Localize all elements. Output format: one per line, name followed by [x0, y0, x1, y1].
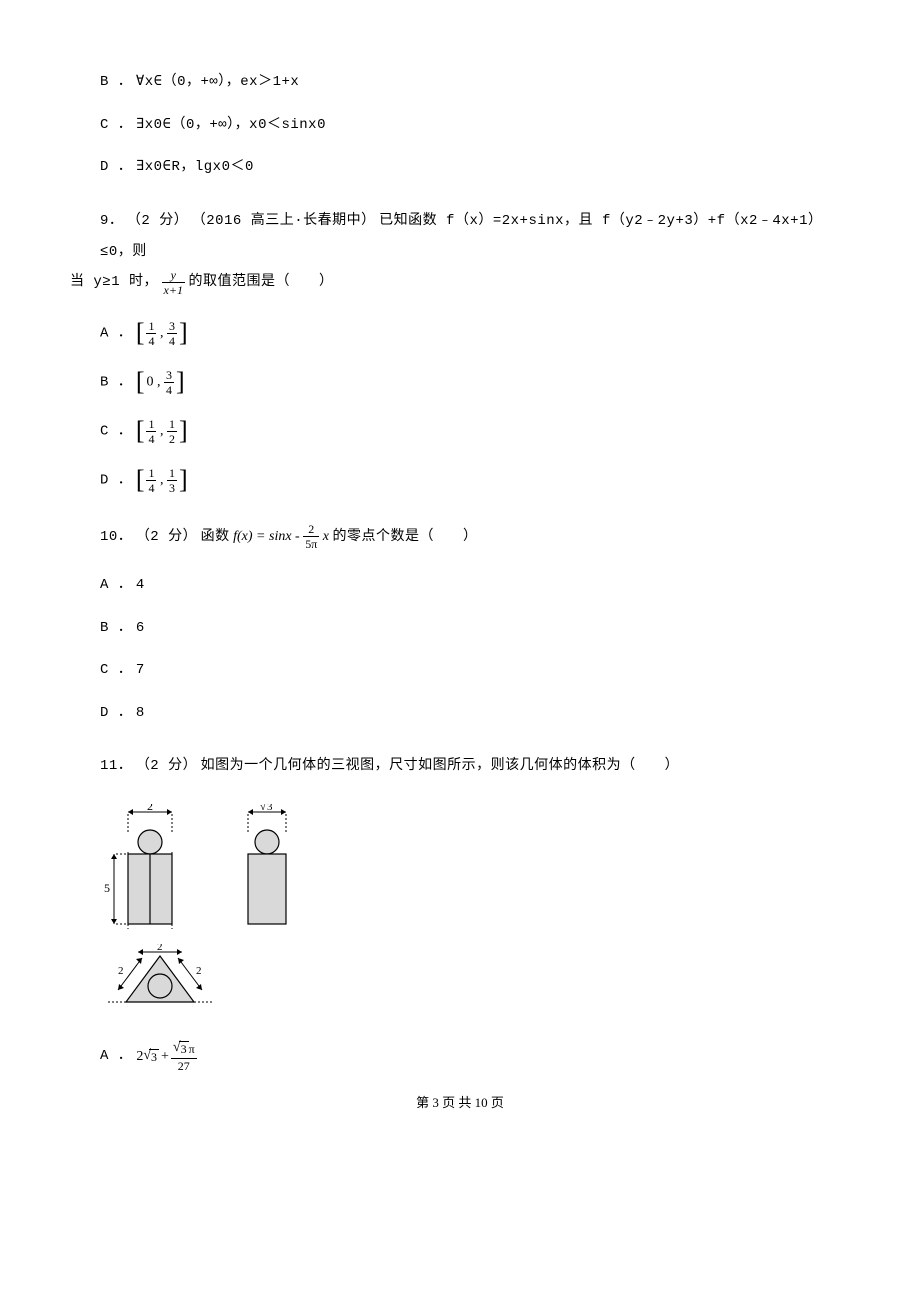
option-label: C ．: [100, 117, 132, 133]
option-text: ∃x0∈R，lgx0＜0: [136, 159, 254, 175]
option-label: D ．: [100, 705, 132, 721]
svg-text:2: 2: [147, 804, 153, 813]
three-view-figures: 2 5 √ 3: [100, 804, 850, 934]
q9-option-c: C ． [ 14 , 12 ]: [100, 418, 850, 445]
q-source: （2016 高三上·长春期中）: [192, 213, 376, 229]
q10-stem-c: 的零点个数是（ ）: [333, 529, 478, 545]
option-text: ∃x0∈（0，+∞），x0＜sinx0: [136, 117, 326, 133]
q11-option-a: A ． 2 √3 + √3 π 27: [100, 1041, 850, 1071]
q-points: （2 分）: [136, 529, 197, 545]
q10-fx: f(x) = sinx - 2 5π x: [233, 529, 332, 544]
q9-stem2b: 的取值范围是（ ）: [188, 274, 333, 290]
q9-option-d: D ． [ 14 , 13 ]: [100, 467, 850, 494]
question-10: 10． （2 分） 函数 f(x) = sinx - 2 5π x 的零点个数是…: [100, 522, 850, 553]
q9-stem-line2: 当 y≥1 时， y x+1 的取值范围是（ ）: [70, 267, 850, 298]
q8-option-b: B ． ∀x∈（0，+∞），ex＞1+x: [100, 72, 850, 93]
q9-stem2a: 当 y≥1 时，: [70, 274, 158, 290]
svg-text:3: 3: [267, 804, 273, 813]
q9-stem: 9． （2 分） （2016 高三上·长春期中） 已知函数 f（x）=2x+si…: [100, 206, 850, 268]
q8-option-c: C ． ∃x0∈（0，+∞），x0＜sinx0: [100, 115, 850, 136]
svg-text:2: 2: [118, 965, 124, 977]
option-label: B ．: [100, 74, 132, 90]
q10-option-a: A ． 4: [100, 575, 850, 596]
option-value: 6: [136, 620, 145, 636]
option-text: ∀x∈（0，+∞），ex＞1+x: [136, 74, 299, 90]
option-value: 7: [136, 662, 145, 678]
option-value: 4: [136, 577, 145, 593]
q9-option-a: A ． [ 14 , 34 ]: [100, 320, 850, 347]
q-points: （2 分）: [127, 213, 188, 229]
interval: [ 14 , 13 ]: [136, 467, 188, 494]
interval: [ 14 , 12 ]: [136, 418, 188, 445]
side-view: √ 3: [230, 804, 310, 934]
q9-fraction: y x+1: [162, 269, 185, 296]
option-label: D ．: [100, 473, 132, 489]
question-9: 9． （2 分） （2016 高三上·长春期中） 已知函数 f（x）=2x+si…: [70, 206, 850, 298]
option-label: B ．: [100, 375, 132, 391]
q10-option-c: C ． 7: [100, 660, 850, 681]
interval: [ 0 , 34 ]: [136, 369, 185, 396]
option-value: 8: [136, 705, 145, 721]
q10-option-d: D ． 8: [100, 703, 850, 724]
option-label: A ．: [100, 1047, 132, 1067]
svg-text:2: 2: [157, 944, 163, 953]
q-points: （2 分）: [136, 758, 197, 774]
option-label: C ．: [100, 662, 132, 678]
front-view: 2 5: [100, 804, 190, 934]
q9-option-b: B ． [ 0 , 34 ]: [100, 369, 850, 396]
option-label: A ．: [100, 577, 132, 593]
q-number: 11．: [100, 758, 132, 774]
svg-text:√: √: [260, 804, 267, 813]
q11-a-expr: 2 √3 + √3 π 27: [136, 1041, 196, 1071]
top-view: 2 2 2: [100, 944, 850, 1019]
option-label: A ．: [100, 326, 132, 342]
interval: [ 14 , 34 ]: [136, 320, 188, 347]
option-label: D ．: [100, 159, 132, 175]
q10-option-b: B ． 6: [100, 618, 850, 639]
q-number: 10．: [100, 529, 132, 545]
q-number: 9．: [100, 213, 123, 229]
option-label: C ．: [100, 424, 132, 440]
q11-stem: 如图为一个几何体的三视图，尺寸如图所示，则该几何体的体积为（ ）: [201, 758, 680, 774]
q10-stem-a: 函数: [201, 529, 230, 545]
question-11: 11． （2 分） 如图为一个几何体的三视图，尺寸如图所示，则该几何体的体积为（…: [100, 751, 850, 782]
option-label: B ．: [100, 620, 132, 636]
page-footer: 第 3 页 共 10 页: [70, 1094, 850, 1112]
svg-text:2: 2: [196, 965, 202, 977]
svg-text:5: 5: [104, 881, 110, 895]
q8-option-d: D ． ∃x0∈R，lgx0＜0: [100, 157, 850, 178]
